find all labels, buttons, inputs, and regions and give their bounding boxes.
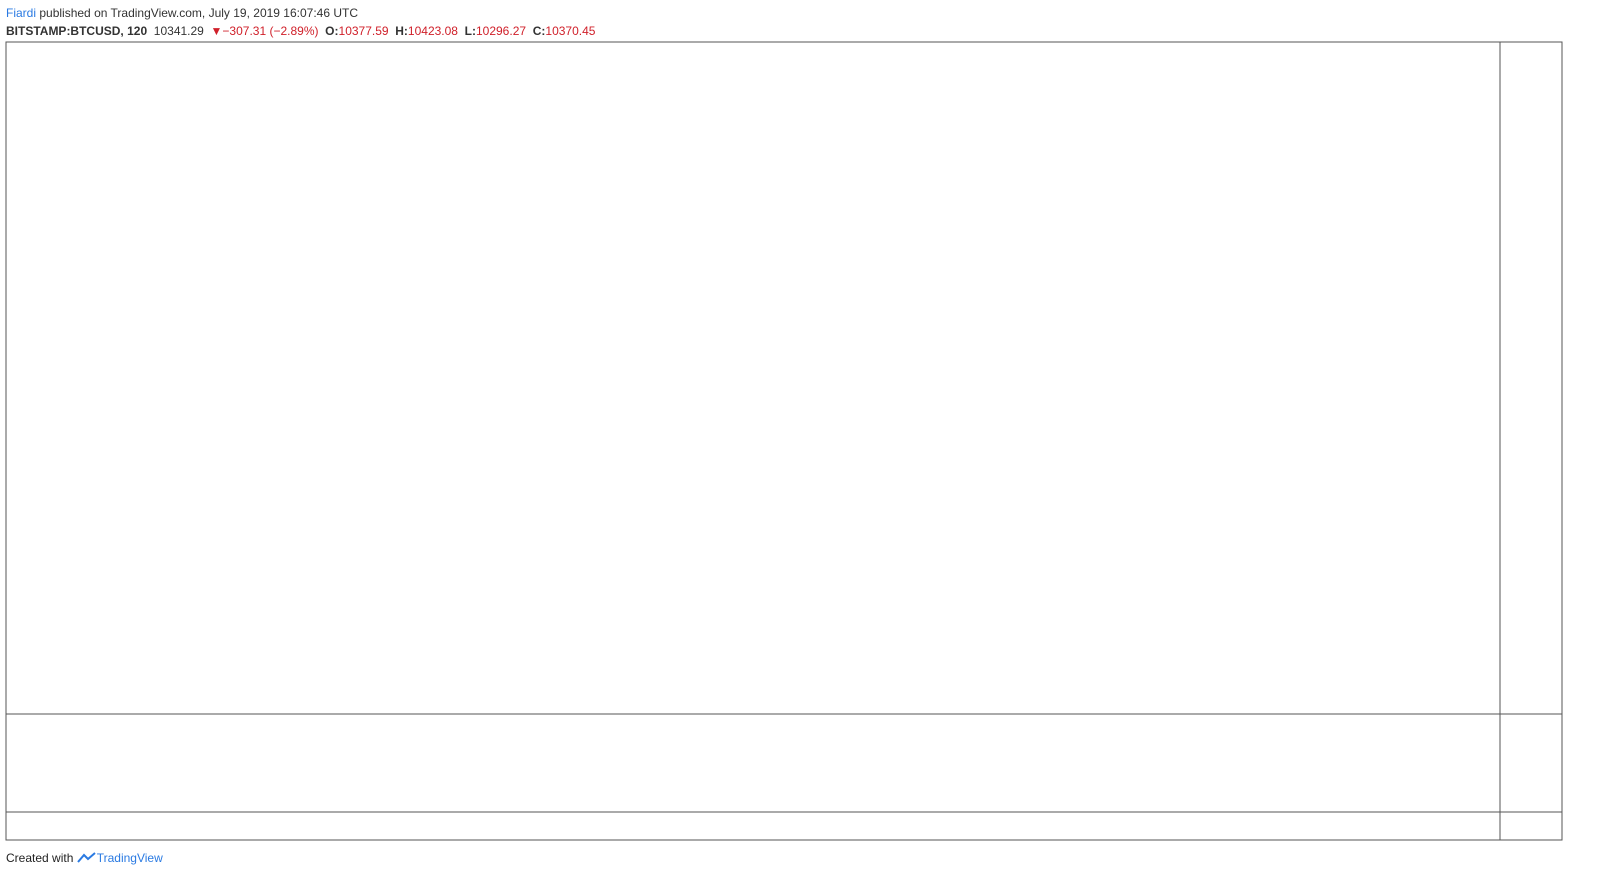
frame xyxy=(5,41,1563,841)
header: Fiardi published on TradingView.com, Jul… xyxy=(6,4,595,40)
publish-line: Fiardi published on TradingView.com, Jul… xyxy=(6,4,595,22)
footer: Created with TradingView xyxy=(6,850,163,865)
l-label: L: xyxy=(464,24,476,38)
logo xyxy=(76,852,96,863)
low: 10296.27 xyxy=(475,24,527,38)
high: 10423.08 xyxy=(407,24,458,38)
brand[interactable]: TradingView xyxy=(96,851,163,865)
change: −307.31 (−2.89%) xyxy=(222,24,319,38)
c-label: C: xyxy=(532,24,546,38)
created: Created with xyxy=(6,851,74,865)
o-label: O: xyxy=(325,24,339,38)
author[interactable]: Fiardi xyxy=(6,6,37,20)
chart xyxy=(5,41,1563,841)
price: 10341.29 xyxy=(153,24,204,38)
open: 10377.59 xyxy=(338,24,389,38)
h-label: H: xyxy=(395,24,408,38)
quote-line: BITSTAMP:BTCUSD, 120 10341.29 ▼−307.31 (… xyxy=(6,22,595,40)
published: published on TradingView.com, July 19, 2… xyxy=(39,6,359,20)
symbol: BITSTAMP:BTCUSD, 120 xyxy=(6,24,148,38)
close: 10370.45 xyxy=(545,24,596,38)
arrow: ▼ xyxy=(210,24,223,38)
